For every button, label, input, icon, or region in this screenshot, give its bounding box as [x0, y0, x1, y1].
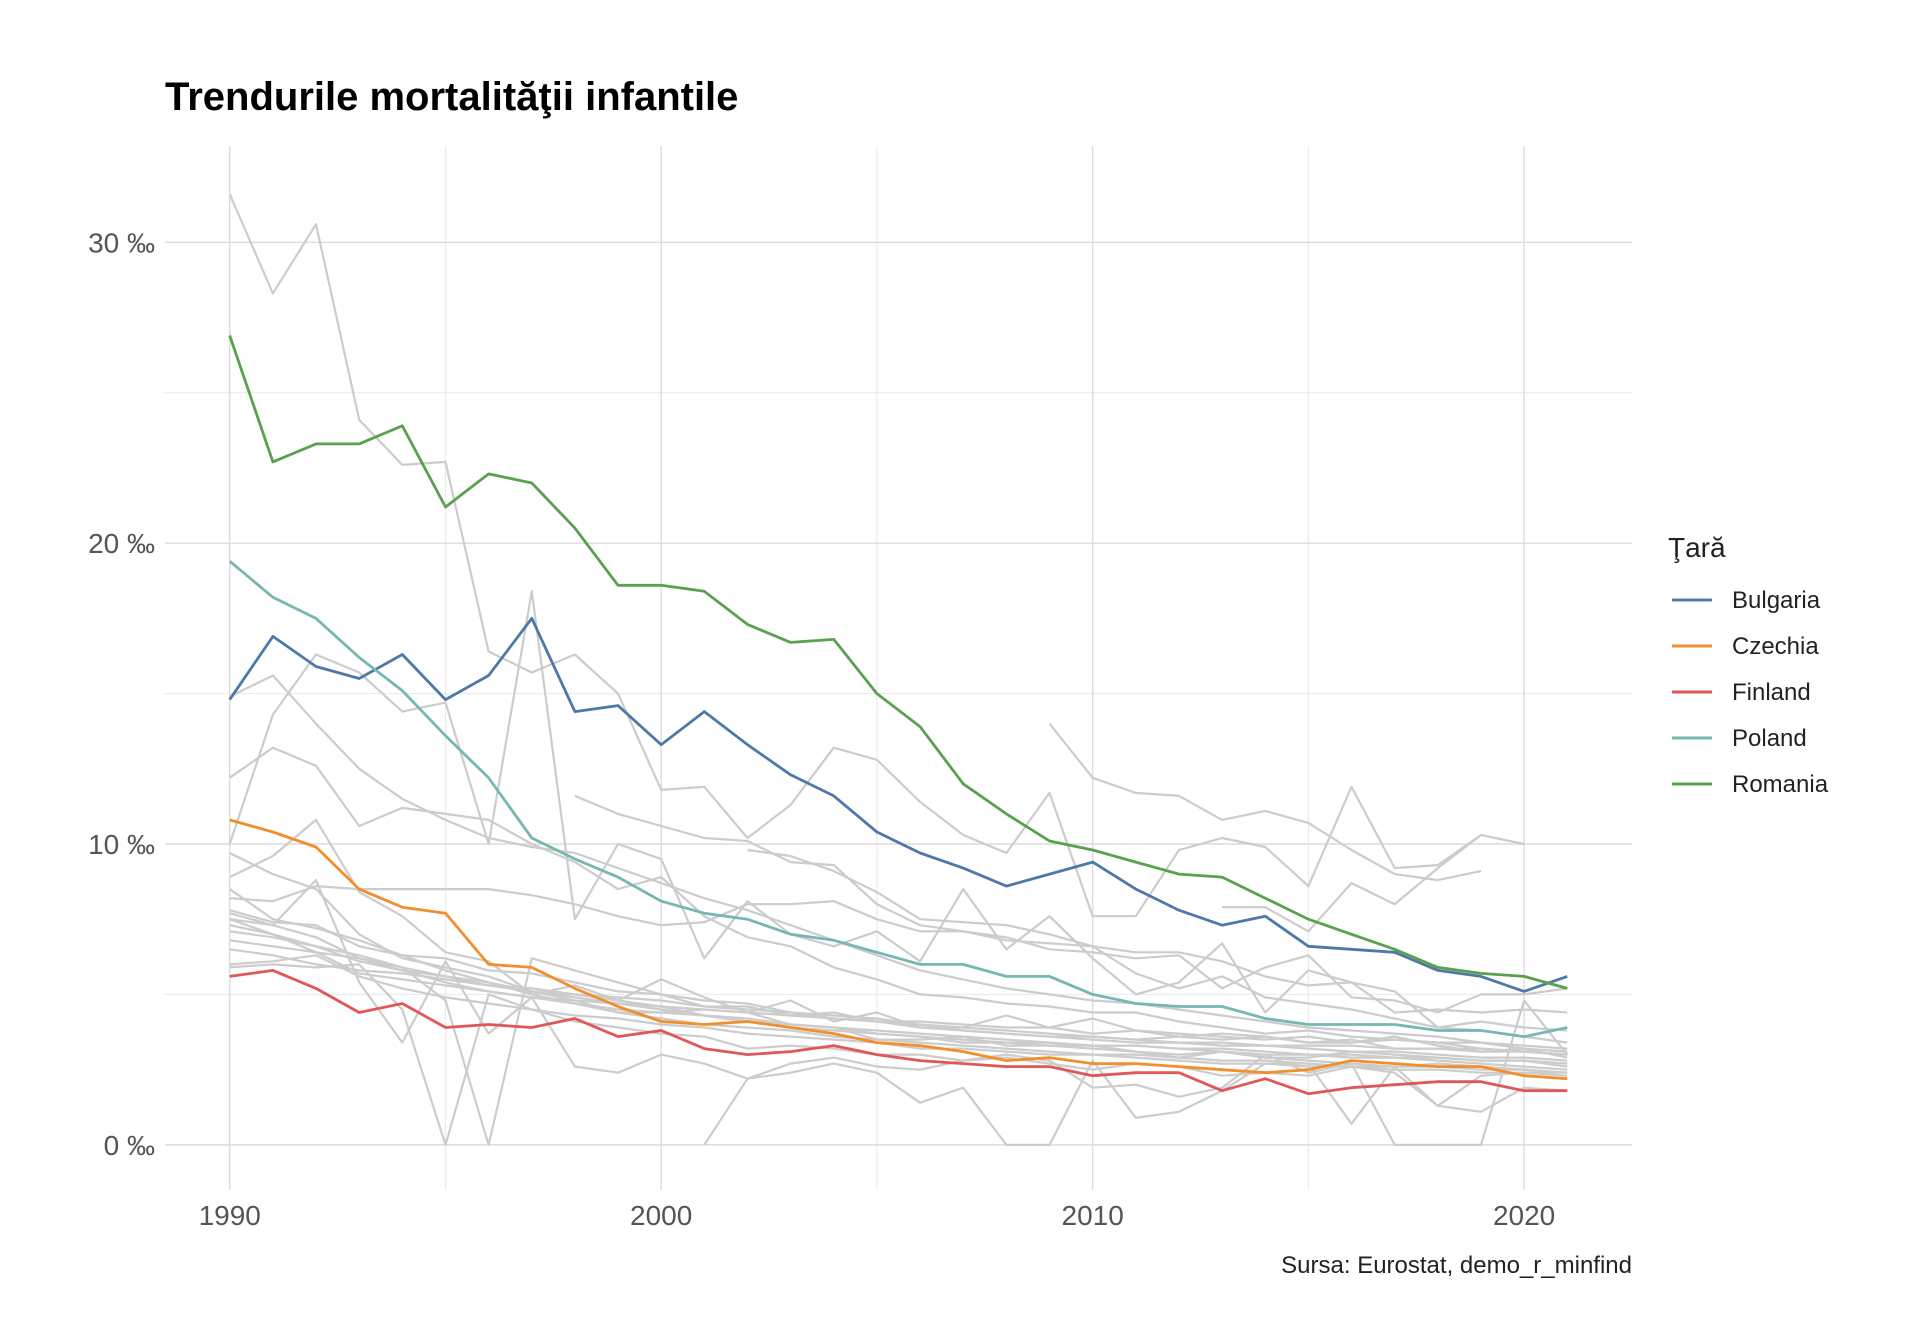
background-series-line [574, 794, 1568, 1044]
background-series-line [229, 948, 1568, 1056]
background-series-line [229, 918, 1568, 1146]
chart-title: Trendurile mortalităţii infantile [165, 75, 738, 119]
axes: 0 ‰ 10 ‰ 20 ‰ 30 ‰ 1990 2000 2010 2020 [88, 227, 1555, 1231]
legend-label: Poland [1732, 725, 1807, 752]
background-series-line [747, 848, 1568, 1014]
x-tick-label: 2000 [630, 1200, 692, 1231]
gridlines [165, 146, 1632, 1190]
background-series-line [229, 879, 1568, 1146]
y-tick-label: 30 ‰ [88, 227, 155, 258]
legend-label: Finland [1732, 679, 1811, 706]
series-line-finland [229, 969, 1568, 1096]
background-series-line [703, 999, 1569, 1146]
background-series-line [228, 590, 1568, 1032]
background-series-line [229, 954, 1568, 1077]
background-series-line [229, 924, 1568, 1068]
background-series-line [229, 918, 1568, 1071]
legend-item-bulgaria: Bulgaria [1672, 587, 1821, 614]
legend-item-finland: Finland [1672, 679, 1811, 706]
x-tick-label: 1990 [199, 1200, 261, 1231]
highlighted-series-lines [228, 335, 1568, 1096]
legend-label: Czechia [1732, 633, 1819, 660]
legend-item-czechia: Czechia [1672, 633, 1819, 660]
legend-label: Romania [1732, 771, 1829, 798]
background-series-line [1222, 834, 1482, 933]
series-line-poland [228, 560, 1568, 1038]
legend-label: Bulgaria [1732, 587, 1821, 614]
background-series-line [229, 674, 1568, 1050]
legend-item-poland: Poland [1672, 725, 1807, 752]
background-series-line [1048, 723, 1482, 882]
background-series-line [229, 746, 1568, 1056]
series-line-bulgaria [228, 617, 1568, 993]
chart-caption: Sursa: Eurostat, demo_r_minfind [1281, 1252, 1632, 1279]
legend-title: Ţară [1668, 532, 1726, 563]
y-tick-label: 20 ‰ [88, 528, 155, 559]
legend-item-romania: Romania [1672, 771, 1829, 798]
legend: Ţară Bulgaria Czechia Finland Poland Romania [1668, 532, 1829, 798]
background-series-line [228, 193, 1525, 918]
y-tick-label: 0 ‰ [104, 1130, 155, 1161]
background-series-line [229, 885, 1568, 1014]
background-series-line [229, 963, 1568, 1146]
x-tick-label: 2010 [1062, 1200, 1124, 1231]
series-line-czechia [229, 818, 1568, 1081]
series-line-romania [228, 335, 1568, 990]
background-series-line [229, 939, 1568, 1065]
background-series-lines [228, 193, 1569, 1146]
x-tick-label: 2020 [1493, 1200, 1555, 1231]
y-tick-label: 10 ‰ [88, 829, 155, 860]
